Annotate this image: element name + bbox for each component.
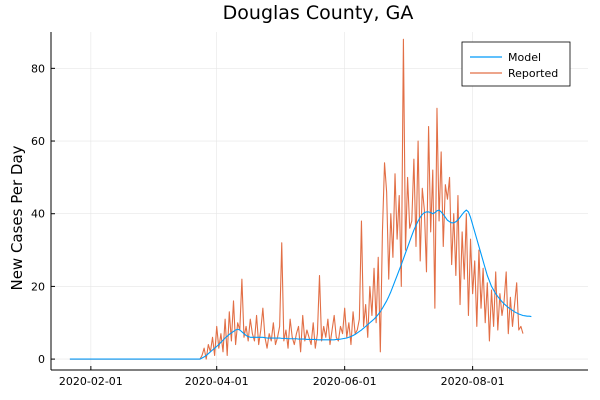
- y-tick-label: 80: [31, 62, 45, 75]
- legend-box: [461, 41, 571, 87]
- legend: Model Reported: [461, 41, 571, 87]
- y-tick-label: 60: [31, 135, 45, 148]
- grid: [51, 32, 588, 370]
- x-tick-label: 2020-06-01: [313, 375, 377, 388]
- x-tick-label: 2020-04-01: [185, 375, 249, 388]
- x-tick-label: 2020-02-01: [59, 375, 123, 388]
- series-line-reported: [69, 38, 524, 360]
- chart-title: Douglas County, GA: [223, 2, 414, 24]
- x-tick-label: 2020-08-01: [441, 375, 505, 388]
- axes: 0 20 40 60 80 2020-02-01 2020-04-01 2020-06-01 2…: [31, 32, 588, 388]
- series-line-model: [69, 209, 532, 360]
- legend-label-reported: Reported: [508, 67, 558, 80]
- y-axis-label: New Cases Per Day: [8, 145, 26, 290]
- y-tick-label: 0: [38, 353, 45, 366]
- series-lines: [69, 38, 532, 360]
- y-tick-label: 40: [31, 208, 45, 221]
- legend-label-model: Model: [508, 51, 541, 64]
- y-tick-label: 20: [31, 280, 45, 293]
